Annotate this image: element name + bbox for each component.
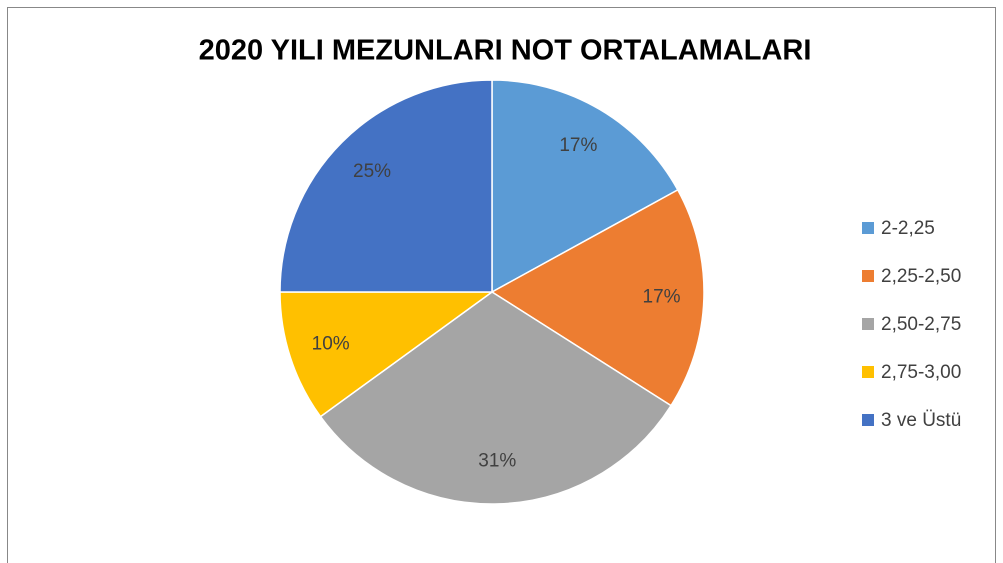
legend-swatch <box>862 318 874 330</box>
pie-slice <box>279 79 493 293</box>
data-label: 25% <box>353 161 391 182</box>
legend-swatch <box>862 222 874 234</box>
legend-swatch <box>862 270 874 282</box>
data-label: 10% <box>312 333 350 354</box>
legend-label: 2,75-3,00 <box>881 362 961 383</box>
legend-swatch <box>862 366 874 378</box>
legend-label: 3 ve Üstü <box>881 410 961 431</box>
pie-slice <box>490 188 705 407</box>
legend-swatch <box>862 414 874 426</box>
pie-slice <box>491 79 679 294</box>
legend-label: 2,50-2,75 <box>881 314 961 335</box>
data-label: 17% <box>643 286 681 307</box>
pie-slice <box>319 291 673 505</box>
data-label: 17% <box>559 135 597 156</box>
pie-slice <box>279 291 495 418</box>
chart-title: 2020 YILI MEZUNLARI NOT ORTALAMALARI <box>199 35 812 67</box>
legend-label: 2,25-2,50 <box>881 266 961 287</box>
legend-label: 2-2,25 <box>881 218 935 239</box>
data-label: 31% <box>478 451 516 472</box>
